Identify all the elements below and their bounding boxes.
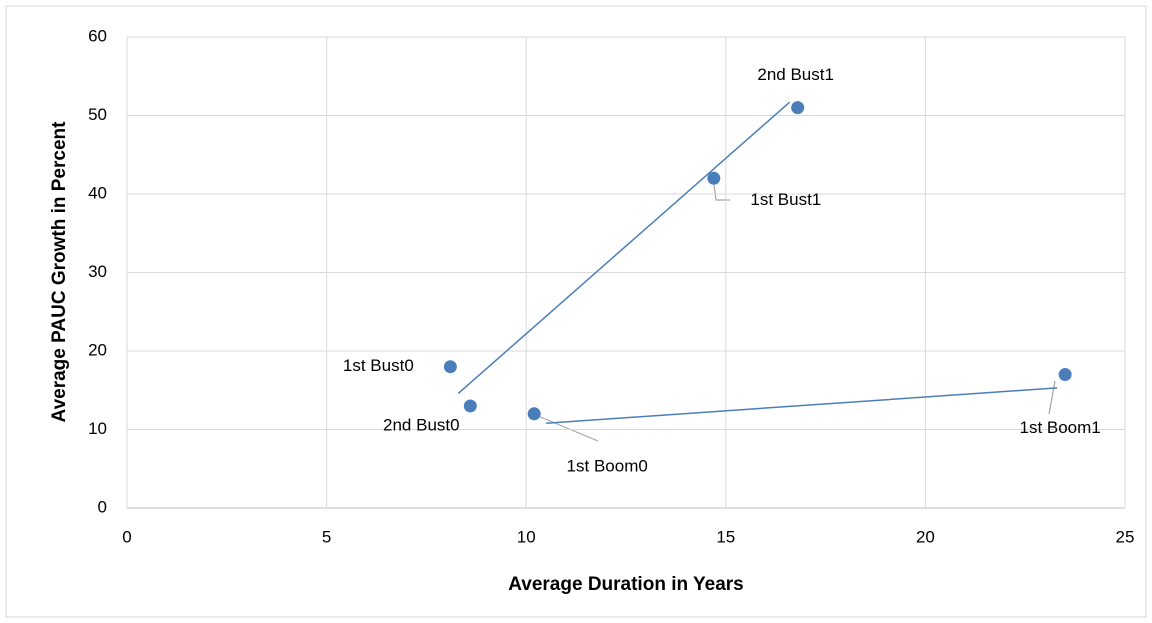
y-tick-label: 20 [88, 340, 107, 359]
x-tick-label: 5 [322, 527, 331, 546]
point [707, 171, 721, 185]
x-tick-label: 0 [122, 527, 131, 546]
point [443, 360, 457, 374]
leader-line [537, 415, 599, 442]
chart-border [5, 5, 1147, 618]
y-tick-label: 40 [88, 183, 107, 202]
point [527, 407, 541, 421]
x-tick-label: 25 [1116, 527, 1135, 546]
y-tick-label: 30 [88, 262, 107, 281]
y-axis-title: Average PAUC Growth in Percent [49, 121, 70, 423]
y-tick-label: 10 [88, 419, 107, 438]
x-tick-label: 15 [716, 527, 735, 546]
leader-line [1048, 380, 1056, 415]
x-axis-title: Average Duration in Years [508, 574, 744, 595]
data-label: 1st Bust1 [750, 190, 821, 209]
y-tick-label: 0 [98, 497, 107, 516]
data-label: 1st Boom0 [567, 456, 648, 475]
trend-line [457, 101, 791, 394]
trend-line [546, 387, 1058, 424]
y-tick-label: 50 [88, 105, 107, 124]
data-label: 1st Boom1 [1019, 418, 1100, 437]
data-label: 2nd Bust0 [383, 415, 460, 434]
point [791, 101, 805, 115]
x-tick-label: 20 [916, 527, 935, 546]
x-tick-label: 10 [517, 527, 536, 546]
point [463, 399, 477, 413]
data-label: 1st Bust0 [343, 356, 414, 375]
y-tick-label: 60 [88, 26, 107, 45]
point [1058, 368, 1072, 382]
data-label: 2nd Bust1 [757, 65, 834, 84]
